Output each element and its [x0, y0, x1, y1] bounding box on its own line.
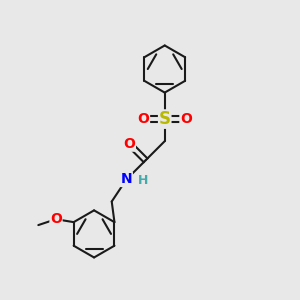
Text: O: O [138, 112, 149, 126]
Text: O: O [180, 112, 192, 126]
Text: S: S [159, 110, 171, 128]
Text: N: N [121, 172, 132, 186]
Text: O: O [50, 212, 62, 226]
Text: H: H [137, 174, 148, 188]
Text: O: O [124, 137, 135, 151]
